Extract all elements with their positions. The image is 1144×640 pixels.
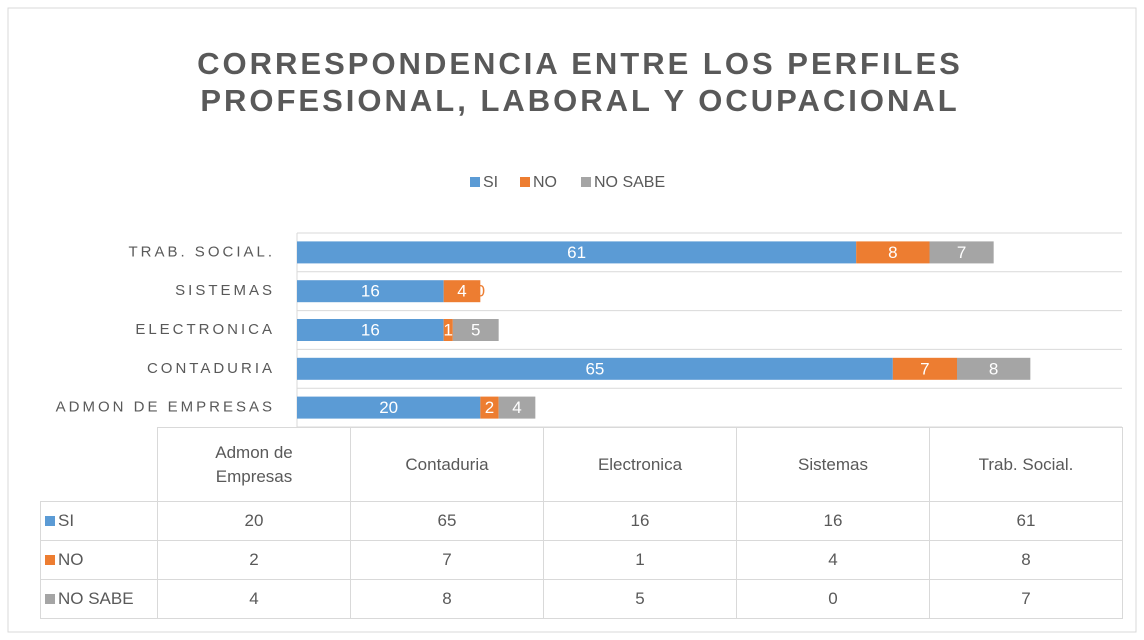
table-cell: 65	[350, 501, 544, 541]
table-row: SI 20 65 16 16 61	[40, 501, 1123, 541]
table-header-cell: Admon de Empresas	[157, 427, 351, 502]
table-row-label: NO	[58, 550, 84, 569]
bar-segment	[498, 396, 536, 419]
data-table: Admon de Empresas Contaduria Electronica Si…	[40, 427, 1123, 619]
table-header-text: Sistemas	[798, 454, 868, 474]
bar-segment	[856, 241, 930, 264]
table-cell: 7	[929, 579, 1123, 619]
table-header-cell: Sistemas	[736, 427, 930, 502]
table-cell: 7	[350, 540, 544, 580]
table-cell: 2	[157, 540, 351, 580]
bar-segment	[297, 357, 893, 380]
legend-swatch	[45, 594, 55, 604]
legend-swatch	[470, 177, 480, 187]
bar-segment	[443, 280, 481, 303]
legend-swatch	[520, 177, 530, 187]
chart-title: CORRESPONDENCIA ENTRE LOS PERFILES	[197, 46, 963, 81]
table-header-cell: Contaduria	[350, 427, 544, 502]
table-header-cell: Trab. Social.	[929, 427, 1123, 502]
table-cell: 16	[543, 501, 737, 541]
table-row: NO 2 7 1 4 8	[40, 540, 1123, 580]
bar-segment	[297, 280, 444, 303]
table-row-name: SI	[40, 501, 158, 541]
table-header-cell: Electronica	[543, 427, 737, 502]
y-tick-label: SISTEMAS	[175, 282, 275, 299]
y-tick-label: ADMON DE EMPRESAS	[56, 399, 275, 416]
table-cell: 20	[157, 501, 351, 541]
bar-segment	[929, 241, 994, 264]
bar-segment	[443, 319, 453, 341]
data-label: 7	[920, 359, 929, 378]
legend-label: NO SABE	[594, 174, 665, 191]
bar-segment	[297, 319, 444, 341]
data-label: 0	[476, 282, 485, 301]
bar-segment	[452, 319, 499, 341]
data-label: 61	[567, 243, 586, 262]
data-label: 4	[512, 398, 521, 417]
table-row-name: NO	[40, 540, 158, 580]
table-header-text: Admon de Empresas	[215, 442, 293, 486]
legend-label: NO	[533, 174, 557, 191]
data-label: 2	[485, 398, 494, 417]
bar-segment	[297, 241, 857, 264]
bar-segment	[957, 357, 1031, 380]
data-label: 7	[957, 243, 966, 262]
table-cell: 5	[543, 579, 737, 619]
table-cell: 61	[929, 501, 1123, 541]
table-cell: 1	[543, 540, 737, 580]
table-row-name: NO SABE	[40, 579, 158, 619]
table-cell: 4	[157, 579, 351, 619]
y-tick-label: CONTADURIA	[147, 360, 275, 377]
data-label: 20	[379, 398, 398, 417]
table-row: NO SABE 4 8 5 0 7	[40, 579, 1123, 619]
table-header-text: Contaduria	[405, 454, 489, 474]
bar-segment	[892, 357, 957, 380]
table-cell: 8	[350, 579, 544, 619]
legend-label: SI	[483, 174, 498, 191]
table-row-label: SI	[58, 511, 75, 530]
data-label: 16	[361, 320, 380, 339]
legend-swatch	[45, 555, 55, 565]
table-header-text: Electronica	[597, 454, 683, 474]
data-label: 5	[471, 320, 480, 339]
y-tick-label: ELECTRONICA	[135, 321, 275, 338]
data-label: 16	[361, 282, 380, 301]
table-row-label: NO SABE	[58, 589, 134, 608]
table-cell: 16	[736, 501, 930, 541]
y-tick-label: TRAB. SOCIAL.	[128, 243, 275, 260]
table-corner	[40, 427, 158, 502]
legend-swatch	[581, 177, 591, 187]
chart-title: PROFESIONAL, LABORAL Y OCUPACIONAL	[200, 83, 959, 118]
data-label: 8	[989, 359, 998, 378]
data-label: 1	[444, 320, 453, 339]
table-header-row: Admon de Empresas Contaduria Electronica Si…	[40, 427, 1123, 502]
table-cell: 4	[736, 540, 930, 580]
table-cell: 8	[929, 540, 1123, 580]
bar-segment	[480, 396, 499, 419]
data-label: 65	[585, 359, 604, 378]
table-header-text: Trab. Social.	[978, 454, 1074, 474]
table-cell: 0	[736, 579, 930, 619]
legend-swatch	[45, 516, 55, 526]
data-label: 4	[457, 282, 466, 301]
data-label: 8	[888, 243, 897, 262]
bar-segment	[297, 396, 481, 419]
